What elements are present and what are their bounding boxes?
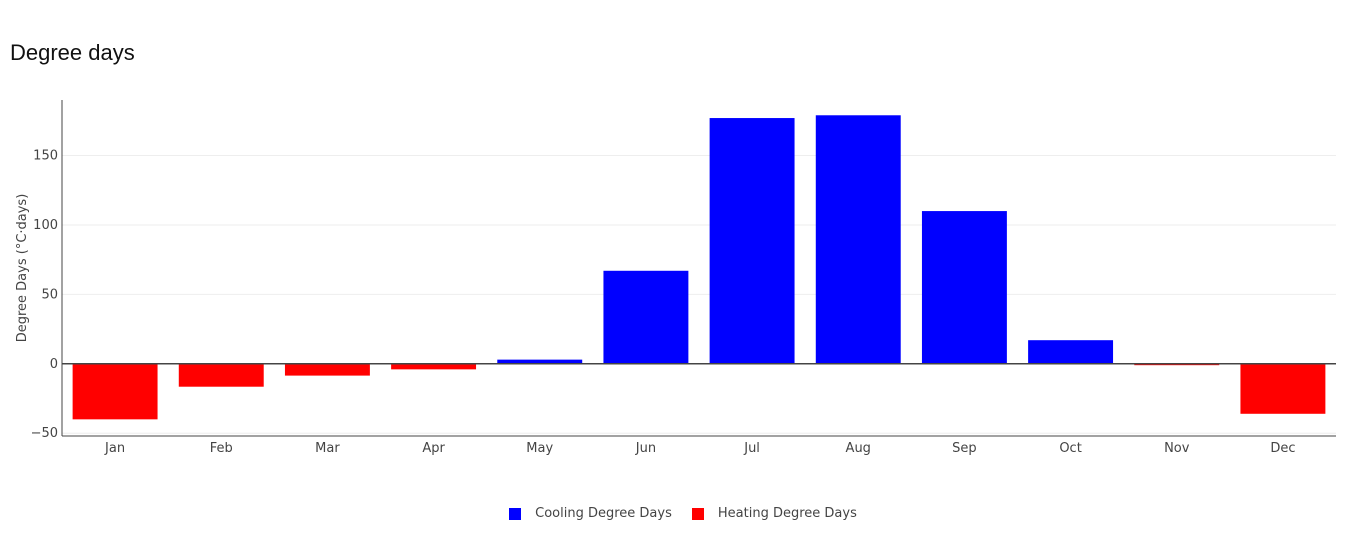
- bar-heating-mar: [284, 363, 370, 376]
- bar-heating-feb: [178, 363, 264, 387]
- x-tick-label: Oct: [1059, 441, 1081, 456]
- legend-label-heating: Heating Degree Days: [717, 506, 857, 521]
- x-tick-label: Jun: [635, 441, 656, 456]
- bar-cooling-aug: [815, 115, 901, 364]
- y-tick-label: 0: [50, 357, 58, 372]
- legend-swatch-cooling: [509, 507, 522, 520]
- y-tick-label: 50: [41, 287, 58, 302]
- legend-label-cooling: Cooling Degree Days: [535, 506, 672, 521]
- legend-item-heating[interactable]: Heating Degree Days: [691, 506, 857, 521]
- legend-item-cooling[interactable]: Cooling Degree Days: [509, 506, 672, 521]
- bar-cooling-oct: [1028, 340, 1114, 364]
- y-tick-label: −50: [31, 426, 58, 441]
- x-tick-label: Dec: [1270, 441, 1295, 456]
- chart-title: Degree days: [10, 40, 135, 65]
- y-axis-title: Degree Days (°C·days): [15, 194, 30, 343]
- x-tick-label: Nov: [1164, 441, 1190, 456]
- x-tick-label: Feb: [210, 441, 233, 456]
- bar-chart: −50 0 50 100 150 Jan Feb Mar Apr May Jun Jul Aug Sep O…: [15, 100, 1336, 456]
- bar-heating-dec: [1240, 363, 1326, 414]
- legend[interactable]: Cooling Degree Days Heating Degree Days: [0, 506, 1366, 521]
- legend-swatch-heating: [691, 507, 704, 520]
- x-tick-label: May: [526, 441, 553, 456]
- bar-cooling-may: [497, 359, 583, 364]
- x-tick-label: Jan: [104, 441, 125, 456]
- bar-heating-jan: [72, 363, 158, 420]
- bar-cooling-sep: [921, 211, 1007, 364]
- bar-cooling-jul: [709, 118, 795, 364]
- x-tick-label: Sep: [952, 441, 977, 456]
- y-tick-label: 100: [33, 218, 58, 233]
- x-tick-label: Apr: [422, 441, 445, 456]
- x-tick-label: Aug: [846, 441, 871, 456]
- bar-cooling-jun: [603, 270, 689, 364]
- bar-heating-apr: [391, 363, 477, 370]
- x-tick-label: Jul: [743, 441, 760, 456]
- x-tick-label: Mar: [315, 441, 340, 456]
- y-tick-label: 150: [33, 149, 58, 164]
